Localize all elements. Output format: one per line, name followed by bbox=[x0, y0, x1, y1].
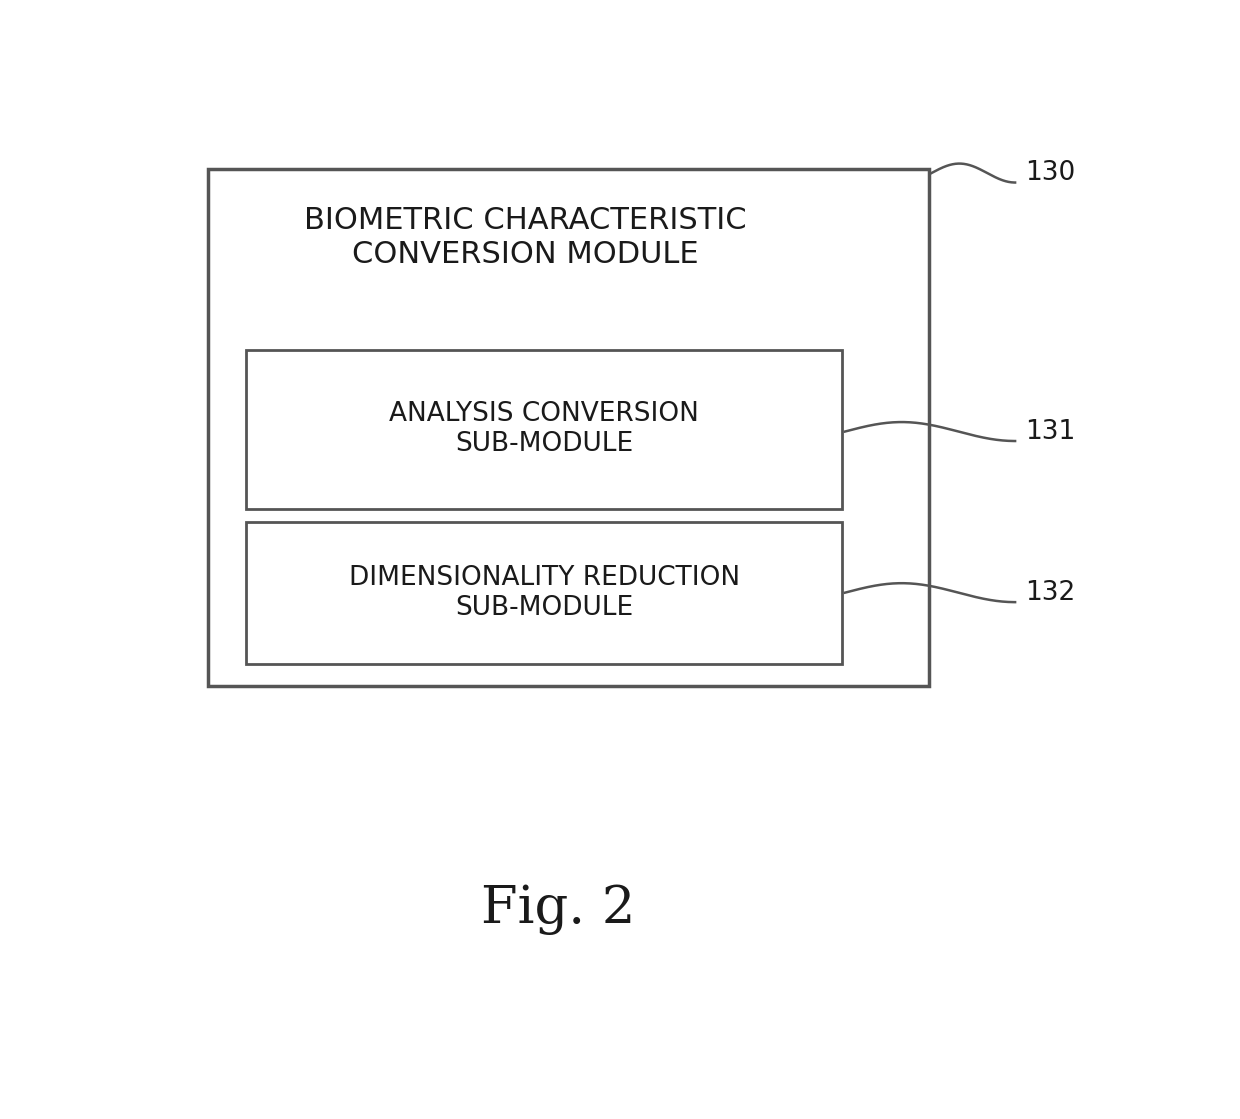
FancyBboxPatch shape bbox=[247, 521, 842, 665]
Text: 130: 130 bbox=[1024, 160, 1075, 186]
Text: DIMENSIONALITY REDUCTION
SUB-MODULE: DIMENSIONALITY REDUCTION SUB-MODULE bbox=[348, 565, 740, 621]
Text: Fig. 2: Fig. 2 bbox=[481, 884, 636, 935]
FancyBboxPatch shape bbox=[208, 169, 929, 686]
Text: 131: 131 bbox=[1024, 419, 1075, 444]
Text: 132: 132 bbox=[1024, 580, 1075, 605]
Text: BIOMETRIC CHARACTERISTIC
CONVERSION MODULE: BIOMETRIC CHARACTERISTIC CONVERSION MODU… bbox=[304, 206, 746, 269]
Text: ANALYSIS CONVERSION
SUB-MODULE: ANALYSIS CONVERSION SUB-MODULE bbox=[389, 402, 699, 458]
FancyBboxPatch shape bbox=[247, 349, 842, 509]
